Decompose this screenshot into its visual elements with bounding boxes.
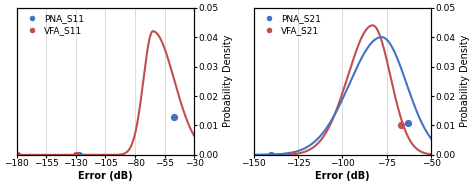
Point — [404, 121, 412, 124]
Point — [285, 153, 293, 156]
Point — [171, 115, 178, 118]
X-axis label: Error (dB): Error (dB) — [78, 171, 133, 181]
X-axis label: Error (dB): Error (dB) — [315, 171, 370, 181]
Point — [289, 153, 296, 156]
Y-axis label: Probability Density: Probability Density — [460, 35, 470, 127]
Point — [75, 153, 83, 156]
Legend: PNA_S11, VFA_S11: PNA_S11, VFA_S11 — [21, 12, 85, 36]
Point — [13, 153, 20, 156]
Legend: PNA_S21, VFA_S21: PNA_S21, VFA_S21 — [258, 12, 322, 36]
Point — [72, 153, 80, 156]
Point — [13, 153, 20, 156]
Point — [397, 124, 405, 127]
Y-axis label: Probability Density: Probability Density — [223, 35, 233, 127]
Point — [289, 153, 296, 156]
Point — [267, 153, 275, 156]
